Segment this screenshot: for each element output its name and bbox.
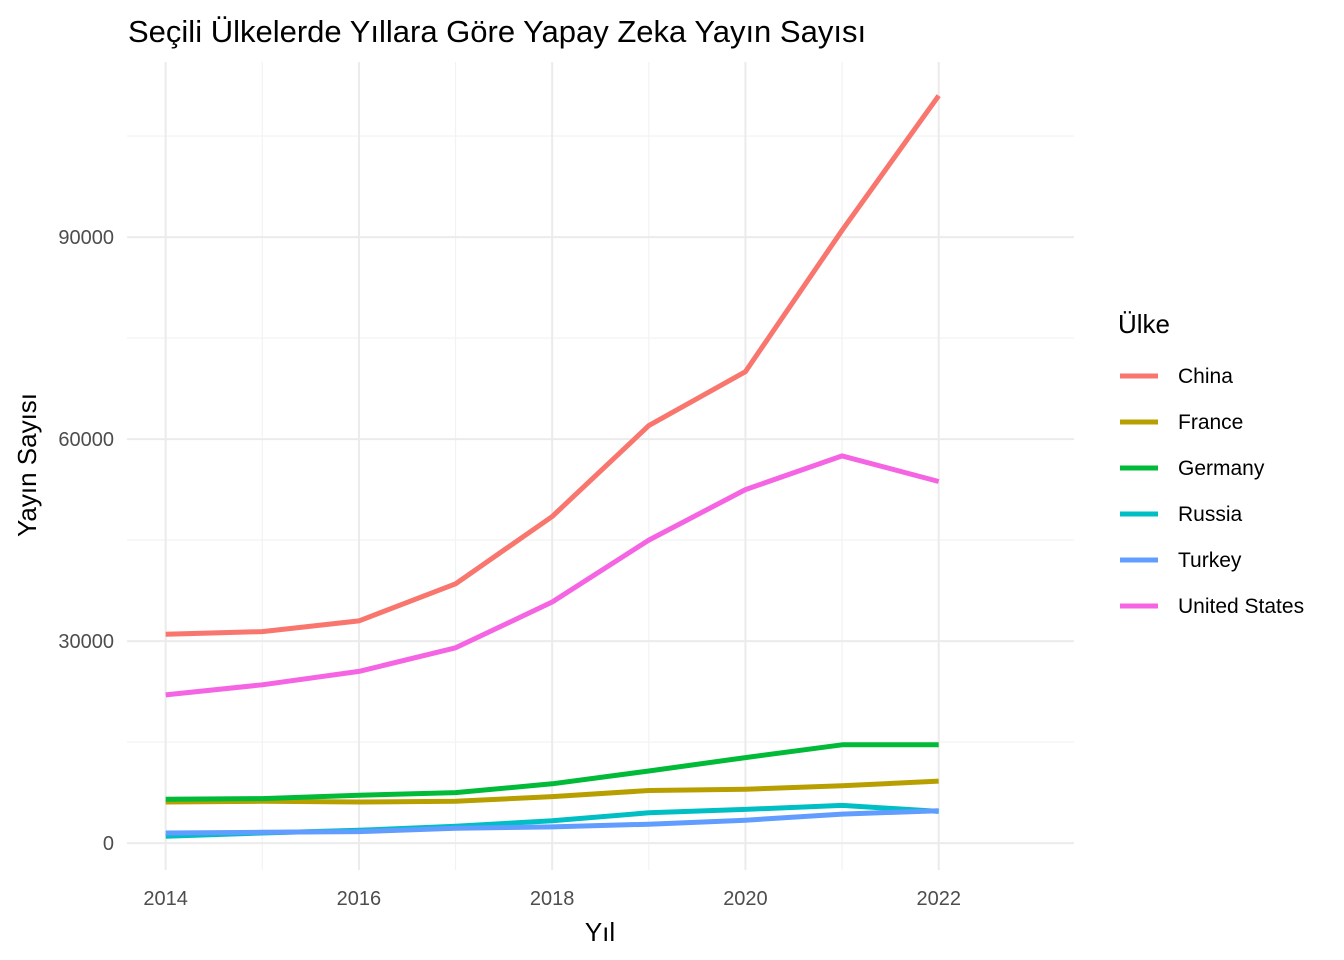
x-tick-label: 2014 [143,888,188,910]
grid [127,62,1074,870]
legend-label-germany: Germany [1178,457,1265,480]
x-axis-title: Yıl [585,917,615,947]
x-axis-ticks: 2014 2016 2018 2020 2022 [143,888,961,910]
legend-title: Ülke [1118,309,1170,339]
legend-label-china: China [1178,365,1233,388]
y-tick-label: 90000 [58,227,114,249]
legend: China France Germany Russia Turkey United Sta… [1120,365,1304,618]
x-tick-label: 2020 [723,888,768,910]
chart-title: Seçili Ülkelerde Yıllara Göre Yapay Zeka… [128,14,866,49]
series-line-france [165,778,939,805]
series-line-turkey [165,808,939,836]
legend-label-russia: Russia [1178,503,1243,526]
x-tick-label: 2016 [337,888,382,910]
x-tick-label: 2018 [530,888,575,910]
y-tick-label: 60000 [58,429,114,451]
legend-label-turkey: Turkey [1178,549,1242,572]
y-tick-label: 0 [103,833,114,855]
y-tick-label: 30000 [58,631,114,653]
x-tick-label: 2022 [916,888,961,910]
y-axis-ticks: 0 30000 60000 90000 [58,227,114,855]
legend-label-france: France [1178,411,1243,434]
series-line-germany [165,742,939,802]
series-lines [165,94,941,839]
y-axis-title: Yayın Sayısı [12,393,42,537]
series-line-china [165,94,941,637]
legend-label-united-states: United States [1178,595,1304,618]
series-line-united-states [165,453,940,698]
